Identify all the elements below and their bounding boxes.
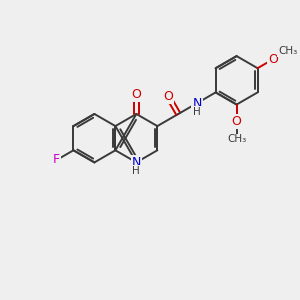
Text: O: O: [232, 116, 242, 128]
Text: H: H: [193, 107, 201, 117]
Text: N: N: [132, 156, 141, 169]
Text: H: H: [133, 166, 140, 176]
Text: O: O: [164, 90, 173, 103]
Text: CH₃: CH₃: [227, 134, 246, 144]
Text: N: N: [193, 97, 202, 110]
Text: CH₃: CH₃: [278, 46, 297, 56]
Text: O: O: [131, 88, 141, 100]
Text: F: F: [53, 154, 60, 166]
Text: O: O: [268, 53, 278, 66]
